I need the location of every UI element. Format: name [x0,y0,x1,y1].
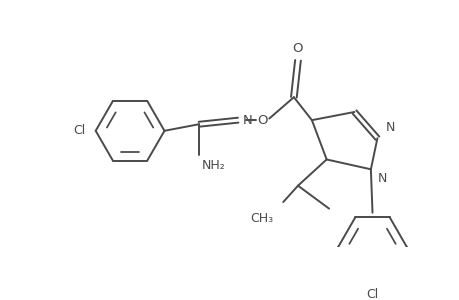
Text: Cl: Cl [73,124,86,137]
Text: O: O [292,42,302,55]
Text: O: O [257,114,268,127]
Text: NH₂: NH₂ [201,160,224,172]
Text: Cl: Cl [366,288,378,300]
Text: N: N [385,121,394,134]
Text: N: N [242,114,252,127]
Text: N: N [377,172,386,185]
Text: CH₃: CH₃ [250,212,273,225]
